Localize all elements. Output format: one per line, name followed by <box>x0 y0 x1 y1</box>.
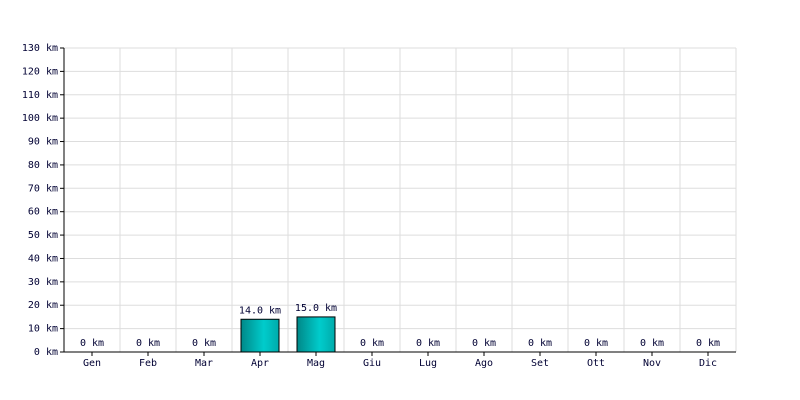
data-label: 0 km <box>528 338 552 349</box>
data-label: 0 km <box>360 338 384 349</box>
y-tick-label: 30 km <box>28 277 58 288</box>
data-label: 0 km <box>472 338 496 349</box>
x-tick-label: Mar <box>195 358 213 369</box>
y-tick-label: 60 km <box>28 207 58 218</box>
bar <box>240 318 280 353</box>
data-label: 14.0 km <box>239 305 281 316</box>
x-tick-label: Apr <box>251 358 269 369</box>
x-tick-label: Gen <box>83 358 101 369</box>
y-tick-label: 10 km <box>28 324 58 335</box>
y-tick-label: 80 km <box>28 160 58 171</box>
y-tick-label: 130 km <box>22 43 58 54</box>
y-tick-label: 90 km <box>28 137 58 148</box>
data-label: 0 km <box>640 338 664 349</box>
data-label: 0 km <box>696 338 720 349</box>
x-tick-label: Mag <box>307 358 325 369</box>
x-tick-label: Giu <box>363 358 381 369</box>
x-tick-label: Ago <box>475 358 493 369</box>
y-tick-label: 20 km <box>28 300 58 311</box>
y-tick-label: 120 km <box>22 66 58 77</box>
data-label: 0 km <box>192 338 216 349</box>
data-label: 0 km <box>416 338 440 349</box>
x-tick-label: Feb <box>139 358 157 369</box>
y-tick-label: 100 km <box>22 113 58 124</box>
y-tick-label: 50 km <box>28 230 58 241</box>
y-tick-label: 0 km <box>34 347 58 358</box>
data-label: 0 km <box>80 338 104 349</box>
x-tick-label: Lug <box>419 358 437 369</box>
data-label: 0 km <box>136 338 160 349</box>
x-tick-label: Ott <box>587 358 605 369</box>
x-tick-label: Set <box>531 358 549 369</box>
bar <box>296 316 336 353</box>
x-tick-label: Nov <box>643 358 661 369</box>
x-tick-label: Dic <box>699 358 717 369</box>
y-tick-label: 70 km <box>28 183 58 194</box>
data-label: 0 km <box>584 338 608 349</box>
data-label: 15.0 km <box>295 303 337 314</box>
y-tick-label: 40 km <box>28 253 58 264</box>
y-tick-label: 110 km <box>22 90 58 101</box>
